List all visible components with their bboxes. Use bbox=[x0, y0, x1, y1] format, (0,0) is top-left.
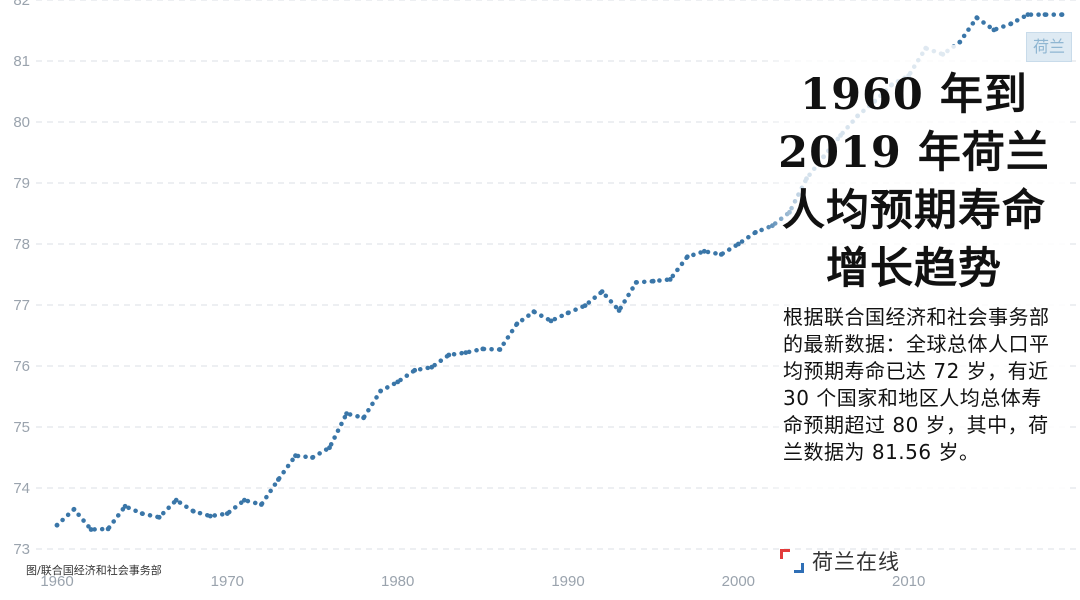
data-point-1986 bbox=[497, 347, 503, 352]
brand-name: 荷兰在线 bbox=[812, 550, 900, 574]
series-lines bbox=[54, 12, 1065, 532]
x-tick-label: 1980 bbox=[381, 573, 414, 590]
series-label-tag: 荷兰 bbox=[1026, 32, 1072, 62]
y-tick-label: 74 bbox=[13, 480, 30, 497]
brand-logo: 荷兰在线 bbox=[780, 546, 900, 576]
data-point-1962 bbox=[88, 527, 94, 532]
series-line-0 bbox=[54, 12, 1065, 532]
data-point-1989 bbox=[548, 318, 554, 324]
data-point-1983 bbox=[446, 352, 452, 358]
y-tick-label: 81 bbox=[13, 53, 30, 70]
x-tick-label: 1970 bbox=[211, 573, 244, 590]
data-point-2018 bbox=[1042, 12, 1048, 17]
data-point-1967 bbox=[173, 497, 179, 503]
data-point-1987 bbox=[514, 321, 520, 327]
data-point-1963 bbox=[105, 526, 111, 532]
y-tick-label: 79 bbox=[13, 175, 30, 192]
y-tick-label: 80 bbox=[13, 114, 30, 131]
data-point-2014 bbox=[974, 15, 980, 21]
data-point-1984 bbox=[463, 350, 469, 355]
x-tick-label: 1990 bbox=[551, 573, 584, 590]
data-point-1968 bbox=[190, 508, 196, 514]
y-axis-tick-labels: 73 74 75 76 77 78 79 80 81 82 bbox=[13, 0, 30, 558]
data-point-1993 bbox=[616, 308, 622, 313]
data-point-1985 bbox=[480, 346, 486, 352]
data-point-1978 bbox=[361, 415, 366, 421]
x-tick-label: 2000 bbox=[722, 573, 755, 590]
data-point-1997 bbox=[684, 254, 690, 260]
data-point-1981 bbox=[412, 367, 418, 373]
data-point-1970 bbox=[224, 511, 230, 516]
data-point-1979 bbox=[378, 388, 383, 394]
x-axis-tick-labels: 1960 1970 1980 1990 2000 2010 bbox=[40, 573, 925, 590]
data-point-1966 bbox=[156, 514, 162, 520]
data-point-1990 bbox=[565, 310, 571, 316]
data-point-2017 bbox=[1025, 12, 1031, 17]
data-point-1996 bbox=[667, 277, 673, 282]
data-point-1995 bbox=[650, 278, 656, 284]
data-point-1988 bbox=[531, 309, 537, 315]
data-point-2013 bbox=[957, 39, 963, 45]
data-point-1971 bbox=[242, 497, 247, 503]
data-point-1965 bbox=[139, 511, 145, 516]
text-backdrop bbox=[760, 45, 1070, 515]
data-point-1969 bbox=[207, 513, 213, 519]
data-point-2000 bbox=[736, 241, 741, 247]
data-point-2001 bbox=[753, 230, 758, 235]
data-point-2015 bbox=[991, 27, 997, 33]
data-point-1961 bbox=[71, 506, 77, 512]
y-tick-label: 75 bbox=[13, 419, 30, 436]
data-point-1994 bbox=[633, 280, 639, 285]
data-point-1974 bbox=[293, 453, 298, 459]
data-point-1992 bbox=[599, 289, 605, 294]
y-tick-label: 77 bbox=[13, 297, 30, 314]
data-point-2019 bbox=[1059, 12, 1065, 17]
chart-description: 根据联合国经济和社会事务部的最新数据：全球总体人口平均预期寿命已达 72 岁，有… bbox=[783, 305, 1050, 464]
data-point-2016 bbox=[1008, 21, 1014, 27]
y-tick-label: 82 bbox=[13, 0, 30, 9]
data-point-1998 bbox=[701, 248, 707, 254]
data-point-1976 bbox=[327, 445, 332, 451]
data-point-1964 bbox=[122, 503, 128, 509]
data-point-1975 bbox=[310, 455, 315, 460]
x-tick-label: 2010 bbox=[892, 573, 925, 590]
data-point-1982 bbox=[429, 364, 435, 370]
data-point-1980 bbox=[395, 379, 401, 385]
y-tick-label: 76 bbox=[13, 358, 30, 375]
data-point-1977 bbox=[344, 411, 349, 416]
source-credit: 图/联合国经济和社会事务部 bbox=[26, 564, 162, 577]
y-tick-label: 73 bbox=[13, 541, 30, 558]
data-point-1973 bbox=[276, 477, 281, 482]
data-point-1999 bbox=[718, 252, 724, 257]
data-point-1960 bbox=[54, 522, 60, 528]
y-tick-label: 78 bbox=[13, 236, 30, 253]
data-point-1991 bbox=[582, 303, 588, 308]
data-point-1972 bbox=[259, 502, 264, 507]
chart-title: 1960 年到 2019 年荷兰 人均预期寿命 增长趋势 bbox=[778, 70, 1050, 294]
x-tick-label: 1960 bbox=[40, 573, 73, 590]
bracket-logo-icon bbox=[780, 549, 804, 573]
